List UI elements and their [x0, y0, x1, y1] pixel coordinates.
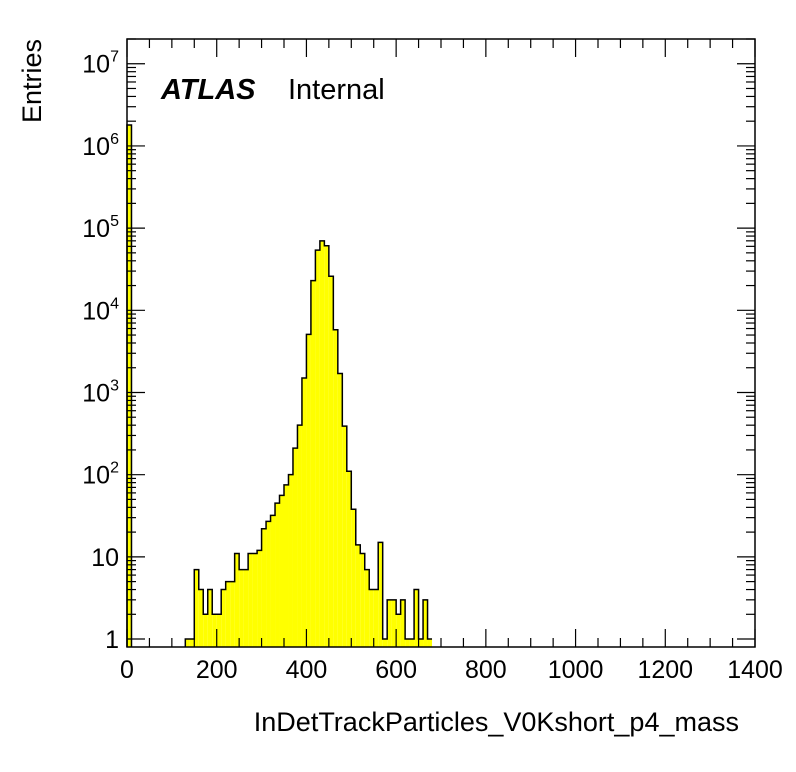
histogram-bar [252, 553, 258, 647]
y-tick-label: 10 [91, 544, 119, 572]
y-tick-label: 103 [82, 377, 119, 407]
histogram-bar [216, 614, 222, 647]
histogram-bar [203, 614, 208, 647]
y-tick-label: 105 [82, 213, 119, 243]
histogram-bar [427, 639, 433, 647]
histogram-bar [266, 521, 271, 647]
histogram-bar [284, 484, 289, 647]
histogram-bar [382, 639, 388, 647]
histogram-bar [194, 569, 199, 647]
internal-label: Internal [288, 74, 385, 106]
y-tick-label: 1 [105, 626, 119, 654]
histogram-bar [306, 334, 311, 647]
histogram-bar [127, 124, 132, 648]
histogram-bar [364, 569, 370, 647]
histogram-bar [378, 542, 383, 647]
histogram-bar [310, 280, 316, 647]
y-tick-label: 107 [82, 49, 119, 79]
histogram-bar [346, 471, 352, 647]
x-tick-label: 200 [196, 656, 238, 684]
histogram-bar [333, 329, 338, 647]
x-tick-labels: 0 200 400 600 800 1000 1200 1400 [120, 656, 783, 684]
histogram-bars [127, 124, 433, 648]
histogram-bar [373, 589, 379, 647]
histogram-bar [360, 553, 365, 647]
histogram-bar [239, 569, 244, 647]
histogram-bar [342, 426, 347, 647]
x-axis-title: InDetTrackParticles_V0Kshort_p4_mass [254, 707, 739, 737]
histogram-bar [405, 639, 410, 647]
histogram-bar [189, 639, 195, 647]
x-tick-label: 1000 [548, 656, 604, 684]
histogram-bar [288, 474, 293, 647]
histogram-bar [243, 569, 249, 647]
histogram-bar [328, 276, 334, 647]
x-tick-label: 800 [465, 656, 507, 684]
histogram-bar [337, 373, 343, 647]
histogram-bar [387, 599, 392, 647]
histogram-bar [319, 240, 325, 647]
histogram-bar [396, 614, 401, 647]
histogram-bar [225, 581, 231, 647]
histogram-bar [414, 589, 419, 647]
histogram-bar [301, 378, 307, 647]
x-tick-label: 600 [375, 656, 417, 684]
histogram-bar [369, 589, 374, 647]
x-tick-label: 0 [120, 656, 134, 684]
y-tick-label: 106 [82, 131, 119, 161]
histogram-bar [297, 425, 302, 647]
histogram-bar [409, 639, 415, 647]
histogram-bar [400, 599, 406, 647]
y-axis-title: Entries [17, 39, 47, 123]
histogram-bar [279, 495, 284, 647]
histogram-bar [270, 515, 276, 647]
histogram-bar [212, 614, 217, 647]
histogram-bar [324, 245, 329, 647]
histogram-bar [221, 589, 226, 647]
histogram-bar [185, 639, 190, 647]
histogram-bar [207, 589, 213, 647]
histogram-bar [423, 599, 428, 647]
histogram-bar [257, 550, 262, 647]
histogram-bar [292, 448, 298, 647]
histogram-bar [351, 509, 356, 647]
x-tick-label: 400 [286, 656, 328, 684]
x-tick-label: 1400 [727, 656, 783, 684]
histogram-bar [355, 544, 361, 647]
y-tick-label: 104 [82, 295, 119, 325]
histogram-bar [391, 599, 397, 647]
histogram-bar [418, 639, 424, 647]
histogram-bar [261, 528, 267, 647]
histogram-bar [315, 250, 320, 648]
histogram-bar [230, 581, 235, 647]
y-tick-labels: 1 10 102 103 104 105 106 107 [82, 49, 119, 654]
histogram-bar [234, 553, 240, 647]
y-tick-label: 102 [82, 460, 119, 490]
x-tick-label: 1200 [637, 656, 693, 684]
histogram-bar [248, 553, 253, 647]
axis-ticks [126, 38, 756, 647]
histogram-bar [198, 589, 204, 647]
atlas-label: ATLAS [160, 74, 256, 106]
histogram-bar [275, 503, 280, 647]
